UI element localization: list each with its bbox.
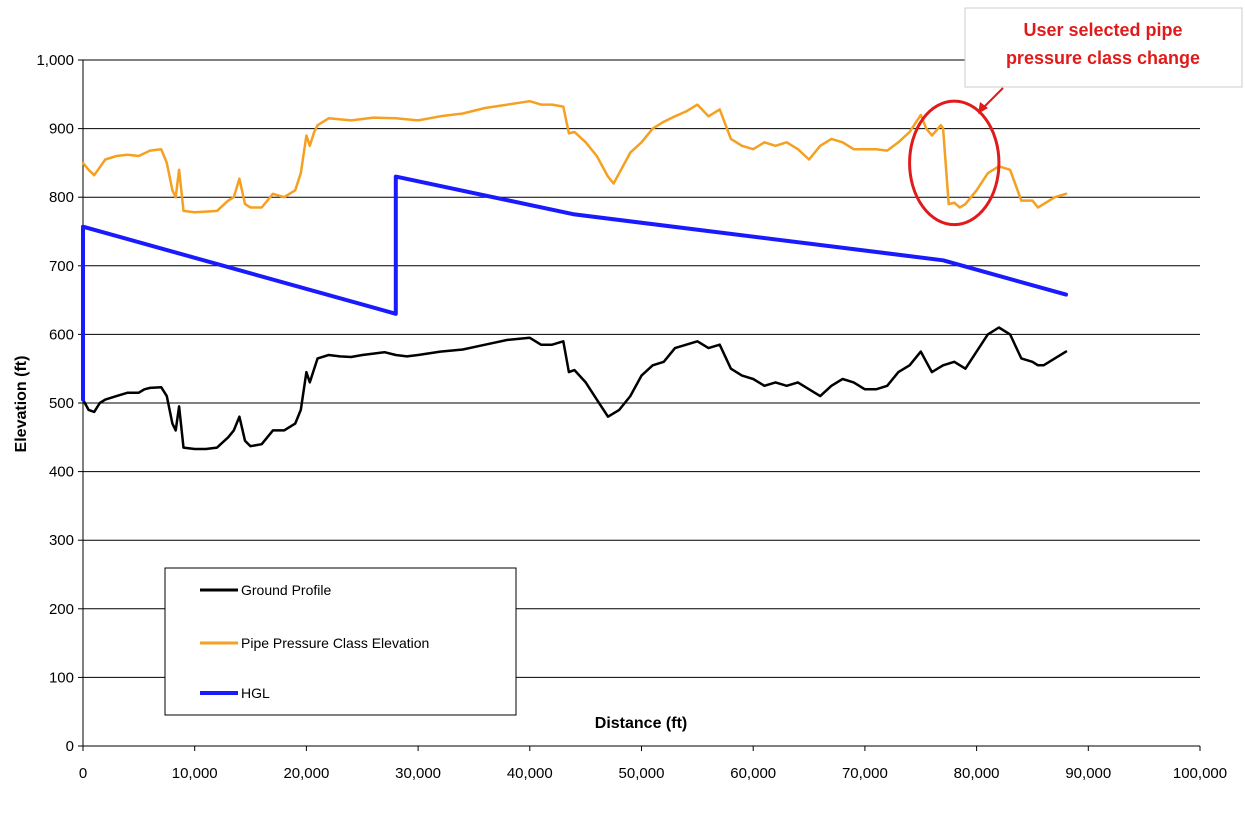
callout-box	[964, 7, 1243, 88]
y-tick-label: 0	[66, 738, 74, 755]
y-tick-label: 100	[49, 669, 74, 686]
y-tick-label: 800	[49, 189, 74, 206]
y-tick-label: 300	[49, 532, 74, 549]
callout-line-2: pressure class change	[1006, 48, 1200, 68]
series-lines	[81, 99, 1068, 451]
y-axis-title: Elevation (ft)	[13, 356, 30, 453]
legend-label-hgl: HGL	[241, 685, 270, 701]
x-axis-title: Distance (ft)	[595, 715, 687, 732]
y-tick-label: 600	[49, 326, 74, 343]
tick-labels: 0 100 200 300 400 500 600 700 800 900 1,000 0 10,000…	[36, 52, 1227, 782]
hgl-line	[81, 174, 1068, 402]
y-tick-label: 700	[49, 258, 74, 275]
callout-line-1: User selected pipe	[1023, 20, 1182, 40]
x-tick-label: 40,000	[507, 765, 553, 782]
axes	[78, 59, 1201, 751]
legend-label-pipe: Pipe Pressure Class Elevation	[241, 635, 429, 651]
annotation-callout: User selected pipe pressure class change	[908, 7, 1243, 227]
x-tick-label: 30,000	[395, 765, 441, 782]
y-tick-label: 1,000	[36, 52, 74, 69]
x-tick-label: 50,000	[619, 765, 665, 782]
x-tick-label: 0	[79, 765, 87, 782]
x-tick-label: 90,000	[1065, 765, 1111, 782]
x-tick-label: 80,000	[954, 765, 1000, 782]
y-tick-label: 200	[49, 601, 74, 618]
pipe-pressure-class-line	[81, 99, 1068, 214]
legend: Ground Profile Pipe Pressure Class Eleva…	[164, 567, 517, 716]
x-tick-label: 10,000	[172, 765, 218, 782]
annotation-circle	[908, 99, 1001, 227]
x-tick-label: 20,000	[283, 765, 329, 782]
x-tick-label: 100,000	[1173, 765, 1227, 782]
x-tick-label: 70,000	[842, 765, 888, 782]
y-tick-label: 500	[49, 395, 74, 412]
y-tick-label: 400	[49, 464, 74, 481]
ground-profile-line	[81, 326, 1068, 451]
y-tick-label: 900	[49, 121, 74, 138]
legend-label-ground: Ground Profile	[241, 582, 331, 598]
x-tick-label: 60,000	[730, 765, 776, 782]
